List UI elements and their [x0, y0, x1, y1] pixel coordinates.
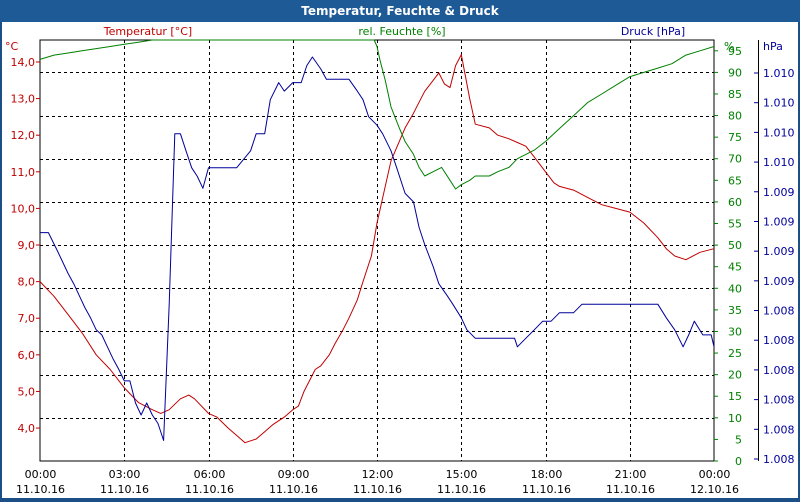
pressure-tick-label: 1.008 — [763, 394, 795, 407]
pressure-tick-label: 1.009 — [763, 275, 795, 288]
temperature-axis-title: Temperatur [°C] — [103, 25, 192, 38]
temperature-tick-label: 7,0 — [18, 312, 36, 325]
humidity-tick-label: 95 — [728, 45, 742, 58]
pressure-series-line — [40, 56, 715, 441]
x-tick-date: 11.10.16 — [269, 483, 318, 496]
temperature-unit-label: °C — [5, 40, 19, 53]
x-tick-time: 12:00 — [362, 468, 394, 481]
temperature-tick-label: 13,0 — [11, 93, 36, 106]
humidity-tick-label: 30 — [728, 325, 742, 338]
pressure-tick-label: 1.008 — [763, 453, 795, 466]
plot-panel: Temperatur [°C] rel. Feuchte [%] Druck [… — [2, 22, 798, 498]
x-tick-time: 03:00 — [109, 468, 141, 481]
x-tick-date: 11.10.16 — [522, 483, 571, 496]
temperature-tick-label: 12,0 — [11, 129, 36, 142]
grid — [39, 39, 715, 462]
window-title: Temperatur, Feuchte & Druck — [0, 0, 800, 22]
chart-svg: Temperatur [°C] rel. Feuchte [%] Druck [… — [5, 25, 795, 496]
x-tick-date: 11.10.16 — [353, 483, 402, 496]
humidity-tick-label: 60 — [728, 196, 742, 209]
pressure-tick-label: 1.010 — [763, 67, 795, 80]
temperature-tick-label: 11,0 — [11, 166, 36, 179]
x-tick-time: 18:00 — [531, 468, 563, 481]
x-tick-date: 11.10.16 — [606, 483, 655, 496]
temperature-tick-label: 8,0 — [18, 276, 36, 289]
temperature-tick-label: 4,0 — [18, 422, 36, 435]
x-tick-time: 15:00 — [446, 468, 478, 481]
humidity-tick-label: 25 — [728, 347, 742, 360]
pressure-tick-label: 1.008 — [763, 334, 795, 347]
pressure-tick-label: 1.008 — [763, 423, 795, 436]
humidity-tick-label: 80 — [728, 110, 742, 123]
humidity-tick-label: 65 — [728, 174, 742, 187]
humidity-tick-label: 35 — [728, 304, 742, 317]
humidity-tick-label: 15 — [728, 390, 742, 403]
temperature-tick-label: 14,0 — [11, 56, 36, 69]
series-layer — [39, 39, 715, 444]
x-tick-date: 11.10.16 — [100, 483, 149, 496]
humidity-unit-label: % — [724, 40, 734, 53]
x-tick-date: 11.10.16 — [16, 483, 65, 496]
x-tick-time: 00:00 — [25, 468, 57, 481]
pressure-axis-title: Druck [hPa] — [621, 25, 685, 38]
humidity-tick-label: 5 — [735, 433, 742, 446]
humidity-tick-label: 70 — [728, 153, 742, 166]
humidity-tick-label: 85 — [728, 88, 742, 101]
temperature-tick-label: 10,0 — [11, 202, 36, 215]
humidity-tick-label: 55 — [728, 218, 742, 231]
humidity-tick-label: 45 — [728, 261, 742, 274]
humidity-tick-label: 10 — [728, 412, 742, 425]
x-tick-date: 11.10.16 — [437, 483, 486, 496]
x-tick-time: 21:00 — [615, 468, 647, 481]
pressure-tick-label: 1.008 — [763, 364, 795, 377]
pressure-tick-label: 1.009 — [763, 186, 795, 199]
x-tick-time: 00:00 — [699, 468, 731, 481]
pressure-unit-label: hPa — [763, 40, 783, 53]
humidity-tick-label: 0 — [735, 455, 742, 468]
humidity-tick-label: 90 — [728, 66, 742, 79]
pressure-tick-label: 1.009 — [763, 215, 795, 228]
pressure-tick-label: 1.009 — [763, 245, 795, 258]
temperature-tick-label: 6,0 — [18, 349, 36, 362]
pressure-tick-label: 1.010 — [763, 156, 795, 169]
humidity-tick-label: 40 — [728, 282, 742, 295]
humidity-axis-title: rel. Feuchte [%] — [358, 25, 445, 38]
humidity-tick-label: 20 — [728, 369, 742, 382]
temperature-tick-label: 5,0 — [18, 385, 36, 398]
pressure-tick-label: 1.008 — [763, 305, 795, 318]
x-tick-time: 09:00 — [278, 468, 310, 481]
humidity-series-line — [39, 39, 715, 190]
pressure-tick-label: 1.010 — [763, 97, 795, 110]
temperature-series-line — [39, 54, 715, 444]
x-tick-date: 11.10.16 — [185, 483, 234, 496]
humidity-tick-label: 50 — [728, 239, 742, 252]
x-tick-time: 06:00 — [194, 468, 226, 481]
temperature-tick-label: 9,0 — [18, 239, 36, 252]
humidity-tick-label: 75 — [728, 131, 742, 144]
axis-layer: Temperatur [°C] rel. Feuchte [%] Druck [… — [5, 25, 795, 496]
pressure-tick-label: 1.010 — [763, 126, 795, 139]
x-tick-date: 12.10.16 — [690, 483, 739, 496]
